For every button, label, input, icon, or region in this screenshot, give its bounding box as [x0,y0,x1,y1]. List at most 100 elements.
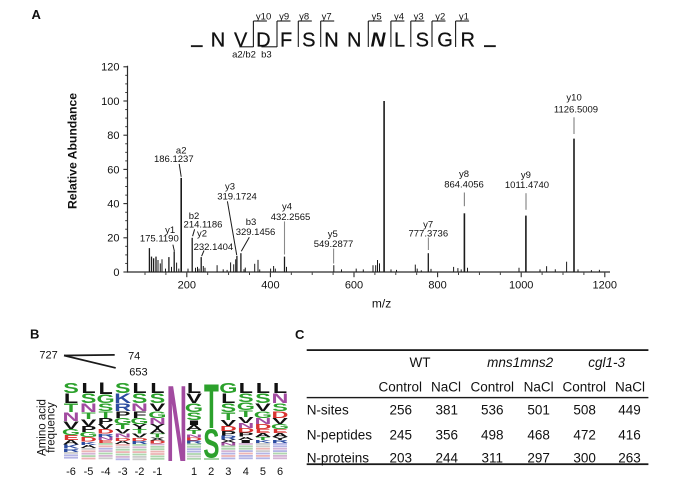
svg-text:y1: y1 [459,11,469,22]
svg-text:256: 256 [390,402,413,417]
svg-text:508: 508 [573,402,596,417]
svg-text:R: R [97,433,114,438]
svg-text:S: S [81,392,97,407]
svg-text:I: I [186,419,202,427]
svg-text:T: T [256,436,271,441]
svg-text:L: L [256,380,270,397]
svg-text:1000: 1000 [509,279,533,291]
svg-text:N: N [149,417,166,426]
svg-text:D: D [186,437,203,442]
svg-text:244: 244 [436,450,459,465]
svg-text:mns1mns2: mns1mns2 [487,355,554,370]
svg-text:449: 449 [618,402,641,417]
svg-text:-3: -3 [118,466,128,478]
svg-text:NaCl: NaCl [524,380,554,395]
svg-text:y2: y2 [435,11,445,22]
svg-text:777.3736: 777.3736 [408,229,448,240]
svg-text:A: A [63,439,80,446]
svg-text:D: D [254,423,271,431]
svg-text:800: 800 [428,279,446,291]
svg-text:1011.4740: 1011.4740 [505,180,549,191]
svg-text:G: G [148,409,166,420]
svg-text:A: A [149,428,166,435]
svg-text:a2: a2 [176,146,187,157]
svg-text:N: N [63,410,80,424]
svg-text:-2: -2 [135,466,145,478]
svg-text:y3: y3 [225,181,235,192]
svg-text:L: L [394,30,405,52]
svg-text:R: R [114,401,131,414]
svg-text:T: T [150,433,165,439]
svg-text:D: D [256,30,270,52]
svg-text:N: N [324,30,338,52]
svg-text:416: 416 [618,428,641,443]
svg-text:y5: y5 [328,229,338,240]
svg-text:frequency: frequency [46,402,58,453]
svg-text:V: V [115,428,131,435]
svg-text:E: E [63,434,79,442]
svg-text:A: A [80,444,97,449]
svg-text:N: N [80,401,97,415]
svg-text:232.1404: 232.1404 [194,242,234,253]
svg-text:y4: y4 [282,202,292,213]
svg-text:T: T [187,429,202,435]
svg-text:3: 3 [225,466,231,478]
svg-text:V: V [272,417,288,426]
svg-text:-1: -1 [153,466,163,478]
svg-text:536: 536 [481,402,504,417]
svg-text:D: D [80,436,97,443]
svg-text:N: N [114,433,131,439]
svg-text:245: 245 [390,428,413,443]
svg-text:y10: y10 [256,11,271,22]
svg-text:L: L [273,380,287,397]
svg-text:A: A [272,432,289,438]
svg-text:P: P [98,417,114,426]
svg-text:N: N [371,29,387,52]
svg-text:175.1190: 175.1190 [140,233,179,244]
svg-text:S: S [115,380,131,397]
svg-text:WT: WT [410,355,431,370]
svg-text:S: S [203,422,219,467]
svg-text:V: V [98,423,114,431]
svg-text:S: S [63,380,79,397]
svg-text:R: R [220,435,237,441]
svg-text:N: N [97,436,114,441]
svg-text:I: I [238,439,254,444]
svg-text:472: 472 [573,428,596,443]
svg-text:G: G [437,30,453,52]
svg-text:G: G [62,428,80,437]
svg-text:V: V [238,416,254,425]
svg-text:653: 653 [129,366,147,378]
svg-text:T: T [239,408,253,419]
svg-text:A: A [186,424,203,432]
svg-text:S: S [98,401,114,414]
svg-text:1126.5009: 1126.5009 [554,105,598,116]
svg-text:K: K [63,444,81,450]
svg-text:G: G [79,431,97,439]
svg-text:2: 2 [208,466,214,478]
svg-text:cgl1-3: cgl1-3 [588,355,625,370]
svg-text:G: G [271,423,289,431]
svg-text:P: P [238,432,254,438]
svg-text:D: D [220,425,237,433]
svg-text:549.2877: 549.2877 [314,239,354,250]
svg-text:Control: Control [563,380,607,395]
svg-text:600: 600 [345,279,363,291]
svg-text:E: E [272,428,288,434]
svg-text:0: 0 [113,267,119,279]
svg-text:N: N [186,433,203,438]
svg-text:G: G [219,380,237,397]
svg-text:D: D [97,428,114,435]
svg-text:-6: -6 [66,466,76,478]
svg-text:V: V [132,433,149,439]
svg-text:y7: y7 [322,11,332,22]
svg-text:120: 120 [101,62,119,74]
svg-text:356: 356 [436,428,459,443]
svg-text:G: G [185,401,203,415]
svg-text:L: L [98,380,112,398]
svg-text:G: G [130,417,148,426]
svg-text:432.2565: 432.2565 [271,212,311,223]
svg-text:G: G [114,417,132,426]
svg-text:T: T [204,373,219,443]
svg-text:y9: y9 [279,11,289,22]
